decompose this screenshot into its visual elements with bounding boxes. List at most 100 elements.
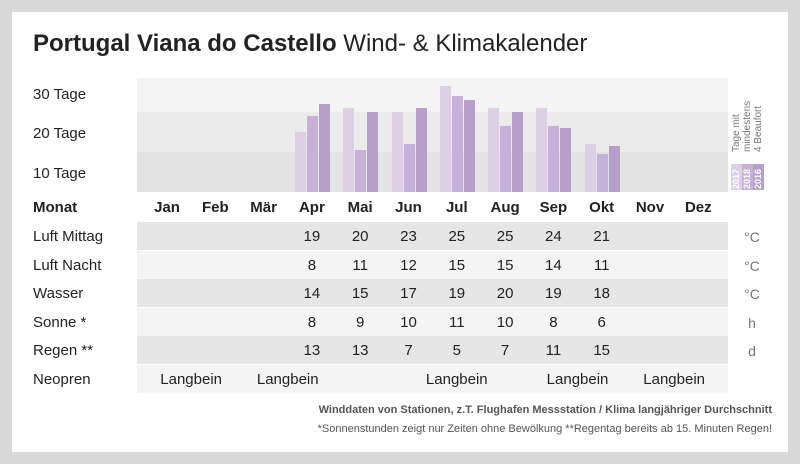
bar-2018-Apr: [306, 116, 318, 192]
table-cell: 8: [549, 313, 558, 331]
table-cell: 19: [448, 285, 466, 302]
month-label: Jun: [395, 199, 422, 216]
table-cell: 6: [597, 313, 606, 331]
bar-2017-Okt: [584, 144, 596, 192]
footer-note: *Sonnenstunden zeigt nur Zeiten ohne Bew…: [317, 423, 772, 435]
table-cell: 11: [449, 313, 465, 331]
table-cell: 17: [400, 285, 417, 302]
bar-2017-Jul: [439, 86, 451, 192]
table-cell: 10: [400, 313, 417, 331]
table-cell: 11: [352, 256, 368, 274]
table-row: [137, 222, 728, 250]
table-cell: 13: [351, 342, 369, 359]
table-cell: 8: [307, 313, 317, 331]
bar-2018-Jun: [403, 144, 415, 192]
row-unit: °C: [744, 286, 760, 302]
table-cell: 9: [356, 313, 365, 331]
table-cell: 5: [452, 342, 461, 359]
y-tick-label: 20 Tage: [33, 125, 87, 142]
bar-2018-Okt: [596, 154, 608, 192]
row-label: Neopren: [33, 370, 91, 388]
y-tick-label: 10 Tage: [33, 165, 87, 182]
bar-2016-Apr: [318, 104, 330, 192]
legend-2017: 2017: [731, 164, 742, 190]
table-cell: 25: [496, 228, 514, 245]
month-label: Okt: [589, 199, 615, 216]
month-label: Dez: [684, 199, 712, 216]
table-cell: 19: [303, 228, 321, 245]
table-cell: 11: [593, 256, 610, 274]
table-cell: 15: [351, 285, 369, 302]
month-label: Nov: [635, 199, 665, 216]
table-cell: 21: [593, 228, 611, 245]
legend-title-2: mindestens: [742, 100, 753, 152]
bar-2017-Sep: [536, 108, 548, 192]
table-cell: 14: [303, 285, 321, 302]
bar-2018-Aug: [500, 126, 512, 192]
table-cell: 25: [448, 228, 466, 245]
row-label: Luft Nacht: [33, 256, 102, 274]
month-header: Monat: [33, 199, 78, 216]
month-label: Jan: [154, 199, 180, 216]
bar-2016-Jul: [463, 100, 475, 192]
table-cell: 8: [307, 256, 317, 274]
table-row: [137, 364, 728, 393]
row-unit: °C: [744, 229, 760, 245]
table-row: [137, 307, 728, 336]
month-label: Aug: [490, 199, 520, 216]
table-cell: 7: [404, 342, 413, 359]
table-cell: 12: [400, 256, 417, 274]
row-unit: d: [748, 343, 756, 359]
table-cell: 14: [545, 256, 562, 274]
footer-source: Winddaten von Stationen, z.T. Flughafen …: [318, 404, 772, 416]
legend-2016: 2016: [753, 164, 764, 190]
bar-2016-Okt: [608, 146, 620, 192]
row-unit: h: [748, 314, 756, 331]
table-cell: 23: [400, 228, 417, 245]
table-cell: 7: [500, 342, 510, 359]
row-label: Sonne *: [33, 313, 87, 331]
row-unit: °C: [744, 257, 760, 274]
month-label: Jul: [445, 199, 468, 216]
bar-2017-Apr: [294, 132, 306, 192]
table-cell: 13: [303, 342, 321, 359]
neopren-cell: Langbein: [546, 370, 609, 388]
chart-band: [137, 112, 728, 152]
bar-2017-Aug: [488, 108, 500, 192]
bar-2018-Mai: [355, 150, 367, 192]
bar-2016-Aug: [512, 112, 524, 192]
table-cell: 24: [545, 228, 562, 245]
table-cell: 11: [545, 342, 562, 359]
neopren-cell: Langbein: [643, 370, 705, 388]
bar-2018-Jul: [451, 96, 463, 192]
table-row: [137, 336, 728, 364]
month-label: Sep: [539, 199, 568, 216]
bar-2017-Jun: [391, 112, 403, 192]
table-cell: 15: [448, 256, 466, 274]
table-cell: 10: [496, 313, 514, 331]
row-label: Luft Mittag: [33, 228, 104, 245]
bar-2016-Sep: [560, 128, 572, 192]
page-title: Portugal Viana do Castello Wind- & Klima…: [33, 30, 588, 57]
table-cell: 20: [351, 228, 369, 245]
month-label: Mai: [347, 199, 373, 216]
table-cell: 15: [496, 256, 514, 274]
bar-2018-Sep: [548, 126, 560, 192]
legend-2018: 2018: [742, 164, 753, 190]
month-label: Apr: [298, 199, 325, 216]
table-row: [137, 279, 728, 307]
month-label: Feb: [201, 199, 229, 216]
row-label: Wasser: [33, 285, 84, 302]
table-cell: 18: [593, 285, 611, 302]
chart-band: [137, 152, 728, 192]
neopren-cell: Langbein: [256, 370, 319, 388]
neopren-cell: Langbein: [160, 370, 222, 388]
bar-2016-Mai: [367, 112, 379, 192]
neopren-cell: Langbein: [425, 370, 488, 388]
bar-2017-Mai: [343, 108, 355, 192]
month-label: Mär: [250, 199, 277, 216]
table-cell: 19: [545, 285, 562, 302]
table-cell: 15: [593, 342, 611, 359]
row-label: Regen **: [33, 342, 94, 359]
chart-band: [137, 78, 728, 112]
